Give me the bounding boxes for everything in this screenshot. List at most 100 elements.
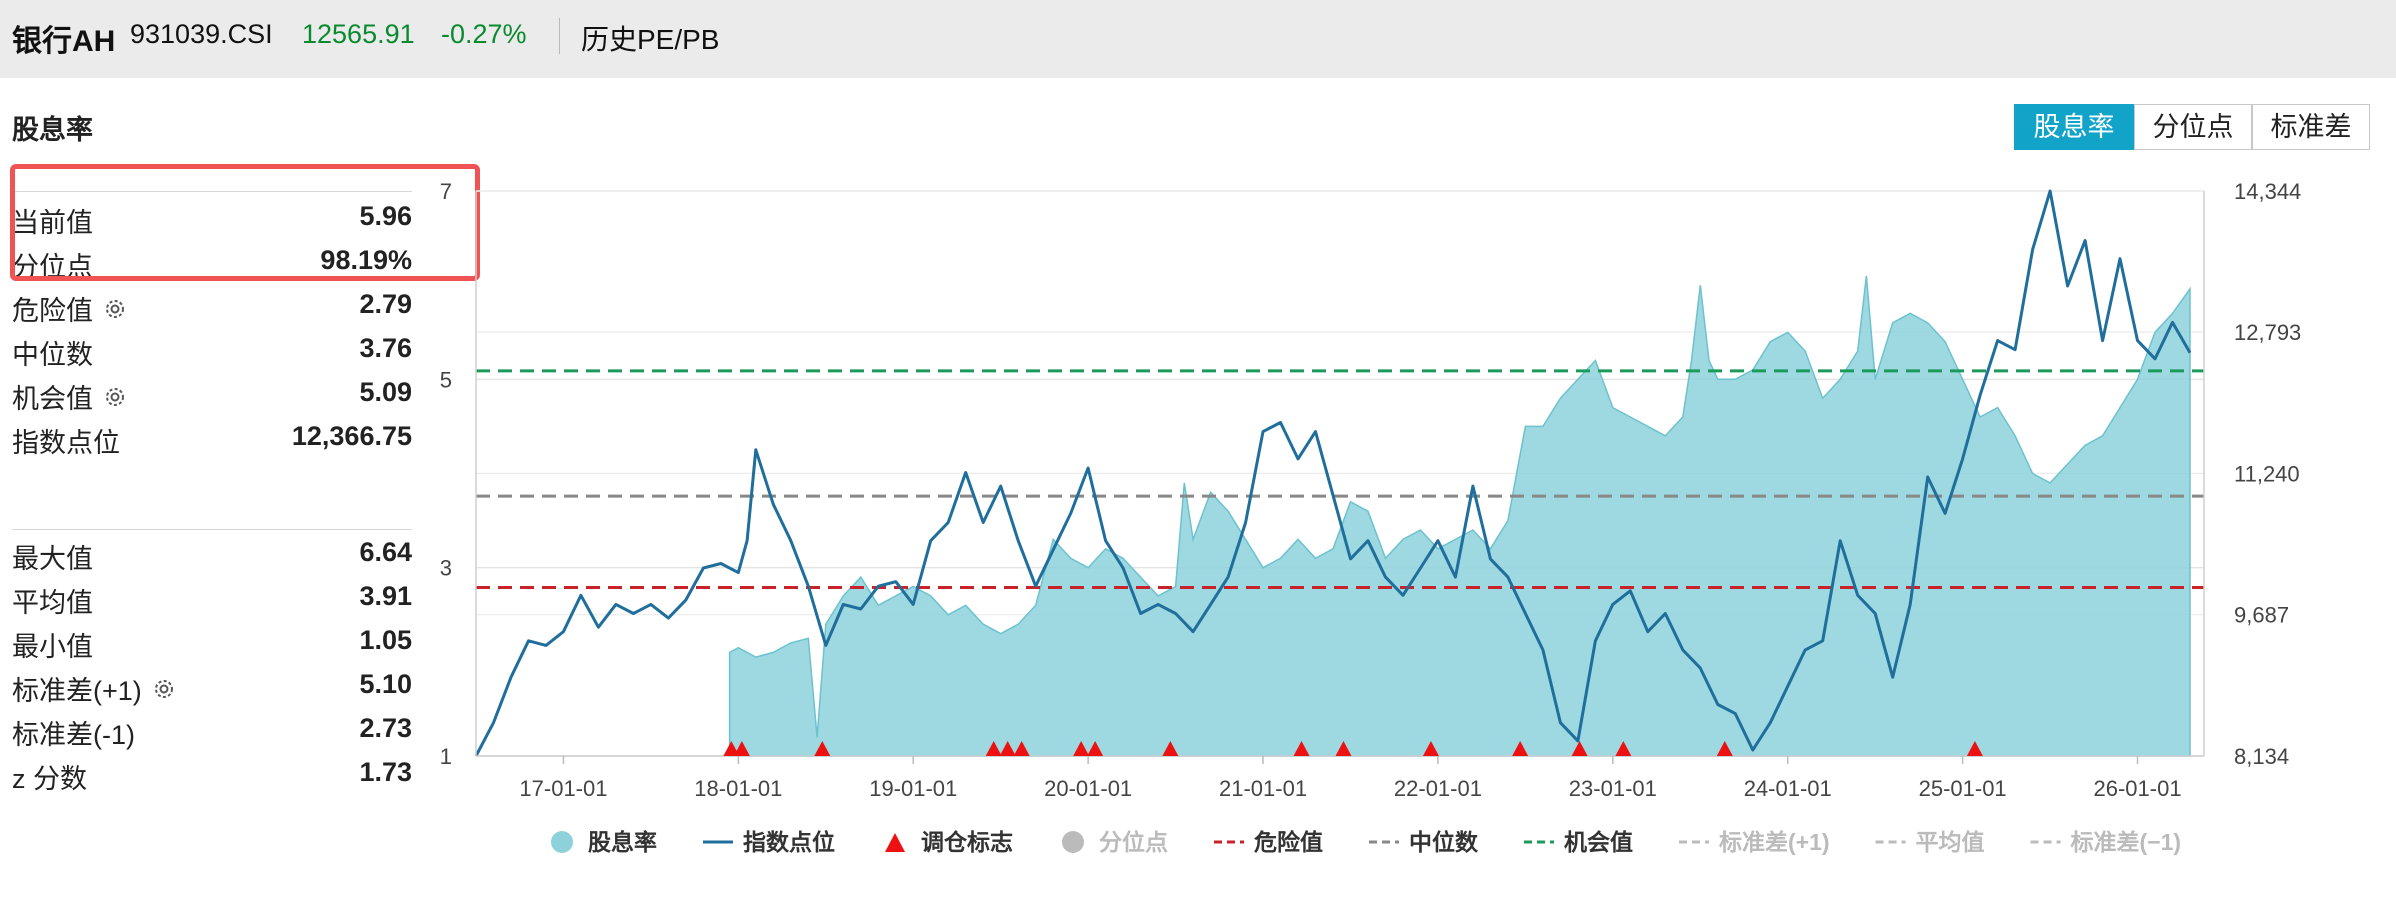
- stat-value: 3.91: [359, 581, 412, 611]
- stat-label: 标准差(+1): [12, 669, 176, 708]
- stat-value: 1.73: [359, 757, 412, 787]
- tab-percentile[interactable]: 分位点: [2134, 104, 2252, 150]
- legend-item[interactable]: 分位点: [1062, 829, 1168, 855]
- gear-icon[interactable]: [103, 385, 127, 416]
- tab-std-dev[interactable]: 标准差: [2252, 104, 2370, 150]
- stat-label: 最小值: [12, 625, 93, 664]
- header-bar: 银行AH 931039.CSI 12565.91 -0.27% 历史PE/PB: [0, 0, 2396, 78]
- stat-value: 2.79: [359, 289, 412, 319]
- stat-label-text: 中位数: [12, 340, 93, 370]
- legend-item[interactable]: 调仓标志: [885, 829, 1013, 855]
- index-price: 12565.91: [302, 19, 415, 49]
- rebalance-marker: [1571, 741, 1588, 756]
- legend-symbol: [551, 831, 573, 853]
- y-left-tick: 7: [440, 179, 452, 204]
- y-left-tick: 3: [440, 556, 452, 581]
- stat-label-text: 最大值: [12, 544, 93, 574]
- stat-label-text: 当前值: [12, 208, 93, 238]
- stat-value: 3.76: [359, 333, 412, 363]
- stat-row: 最小值 1.05: [12, 621, 412, 664]
- legend-item[interactable]: 危险值: [1214, 829, 1323, 855]
- stat-row: 标准差(+1) 5.10: [12, 665, 412, 708]
- stat-value: 6.64: [359, 537, 412, 567]
- x-tick: 25-01-01: [1919, 776, 2007, 801]
- rebalance-marker: [1087, 741, 1104, 756]
- legend-label: 标准差(+1): [1719, 829, 1830, 855]
- legend-item[interactable]: 标准差(+1): [1679, 829, 1830, 855]
- stat-label: 平均值: [12, 581, 93, 620]
- rebalance-marker: [999, 741, 1016, 756]
- y-right-tick: 12,793: [2234, 320, 2301, 345]
- x-tick: 20-01-01: [1044, 776, 1132, 801]
- history-pe-pb-link[interactable]: 历史PE/PB: [581, 24, 720, 55]
- stat-label-text: 平均值: [12, 588, 93, 618]
- gear-icon[interactable]: [152, 677, 176, 708]
- header-divider: [559, 18, 560, 54]
- stat-row: 中位数 3.76: [12, 329, 412, 372]
- y-left-tick: 5: [440, 367, 452, 392]
- x-tick: 22-01-01: [1394, 776, 1482, 801]
- rebalance-marker: [1293, 741, 1310, 756]
- dividend-yield-area: [728, 275, 2191, 757]
- legend-label: 平均值: [1916, 829, 1985, 855]
- stat-row: 危险值 2.79: [12, 285, 412, 328]
- legend-symbol: [1062, 831, 1084, 853]
- legend-item[interactable]: 股息率: [551, 829, 657, 855]
- stat-row: 平均值 3.91: [12, 577, 412, 620]
- legend-label: 指数点位: [743, 829, 835, 855]
- rebalance-marker: [1716, 741, 1733, 756]
- x-tick: 17-01-01: [519, 776, 607, 801]
- x-tick: 21-01-01: [1219, 776, 1307, 801]
- rebalance-marker: [1162, 741, 1179, 756]
- stat-label: 指数点位: [12, 421, 120, 460]
- tab-dividend-yield[interactable]: 股息率: [2014, 104, 2134, 150]
- stat-label: 机会值: [12, 377, 127, 416]
- legend-item[interactable]: 指数点位: [703, 829, 835, 855]
- stat-value: 12,366.75: [291, 421, 412, 451]
- rebalance-marker: [985, 741, 1002, 756]
- stat-row: 标准差(-1) 2.73: [12, 709, 412, 752]
- stat-label-text: 机会值: [12, 384, 93, 414]
- rebalance-marker: [1013, 741, 1030, 756]
- legend-item[interactable]: 中位数: [1369, 829, 1479, 855]
- legend-label: 中位数: [1409, 829, 1479, 855]
- stat-label: 当前值: [12, 201, 93, 240]
- stat-label: 中位数: [12, 333, 93, 372]
- rebalance-marker: [1615, 741, 1632, 756]
- stat-label-text: 标准差(+1): [12, 676, 142, 706]
- stat-row: 最大值 6.64: [12, 533, 412, 576]
- legend-item[interactable]: 平均值: [1875, 829, 1985, 855]
- x-tick: 26-01-01: [2093, 776, 2181, 801]
- gear-icon[interactable]: [103, 297, 127, 328]
- rebalance-marker: [1422, 741, 1439, 756]
- x-tick: 23-01-01: [1569, 776, 1657, 801]
- stat-value: 98.19%: [320, 245, 412, 275]
- stat-label: 最大值: [12, 537, 93, 576]
- y-right-tick: 14,344: [2234, 179, 2301, 204]
- rebalance-marker: [1512, 741, 1529, 756]
- legend-symbol: [885, 833, 905, 852]
- stat-label: 标准差(-1): [12, 713, 135, 752]
- stat-label: 危险值: [12, 289, 127, 328]
- stat-row: 当前值 5.96: [12, 197, 412, 240]
- rebalance-marker: [1073, 741, 1090, 756]
- y-right-tick: 9,687: [2234, 603, 2289, 628]
- y-right-tick: 11,240: [2234, 461, 2300, 486]
- index-code: 931039.CSI: [130, 19, 273, 49]
- x-tick: 19-01-01: [869, 776, 957, 801]
- stat-value: 2.73: [359, 713, 412, 743]
- rebalance-marker: [733, 741, 750, 756]
- stat-value: 5.10: [359, 669, 412, 699]
- legend-label: 调仓标志: [921, 829, 1013, 855]
- stat-label-text: 危险值: [12, 296, 93, 326]
- index-name: 银行AH: [12, 25, 116, 58]
- rebalance-marker: [814, 741, 831, 756]
- legend-item[interactable]: 标准差(−1): [2030, 829, 2182, 855]
- x-tick: 24-01-01: [1744, 776, 1832, 801]
- legend-label: 股息率: [588, 829, 657, 855]
- y-left-tick: 1: [440, 744, 452, 769]
- stats-divider: [12, 529, 412, 530]
- legend-item[interactable]: 机会值: [1524, 829, 1633, 855]
- stats-divider: [12, 191, 412, 192]
- legend-label: 标准差(−1): [2071, 829, 2182, 855]
